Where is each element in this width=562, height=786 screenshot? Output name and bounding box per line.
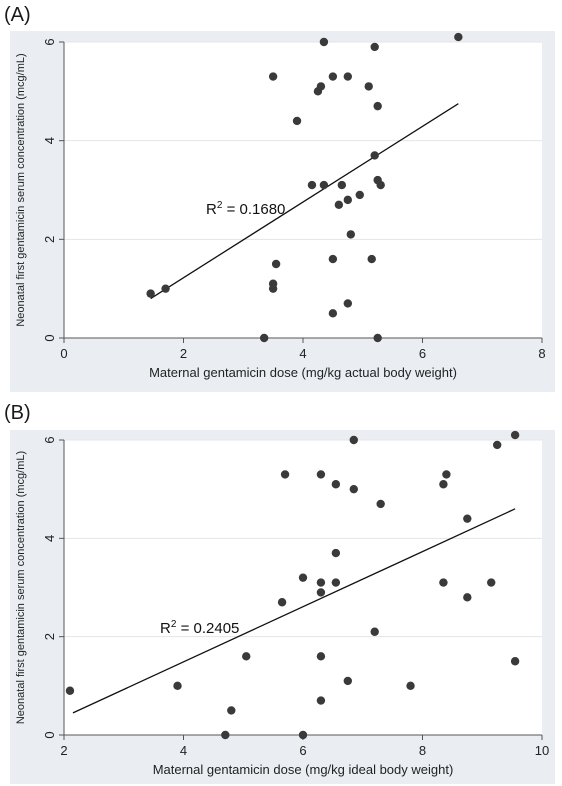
data-point <box>373 333 382 343</box>
data-point <box>370 151 379 160</box>
data-point <box>328 72 338 81</box>
data-point <box>65 686 75 695</box>
data-point <box>268 279 278 288</box>
data-point <box>280 470 290 479</box>
fit-line <box>150 103 459 300</box>
y-tick-label: 4 <box>42 137 57 144</box>
data-point <box>221 730 230 740</box>
y-tick-label: 6 <box>42 436 57 443</box>
x-tick-label: 8 <box>538 346 545 361</box>
panel-b-label: (B) <box>4 402 31 424</box>
data-point <box>373 101 382 111</box>
data-point <box>331 578 341 587</box>
data-point <box>370 627 379 636</box>
data-point <box>463 514 472 523</box>
data-point <box>298 730 308 740</box>
data-point <box>510 657 520 666</box>
data-point <box>242 652 251 661</box>
data-point <box>376 180 385 190</box>
plot-area <box>64 440 542 735</box>
panel-a: 0 2 4 6 8 0 2 4 6 Maternal gentamicin dose (mg/kg… <box>10 31 555 392</box>
data-point <box>487 578 496 587</box>
y-tick-label: 4 <box>42 535 57 542</box>
y-axis-title: Neonatal first gentamicin serum concentr… <box>15 53 27 326</box>
y-tick-label: 2 <box>42 236 57 243</box>
x-tick-label: 2 <box>180 346 187 361</box>
data-point <box>337 180 347 190</box>
data-point <box>307 180 317 190</box>
x-tick-label: 4 <box>299 346 306 361</box>
data-point <box>439 578 448 587</box>
x-tick-label: 4 <box>180 743 187 758</box>
y-tick-label: 6 <box>42 38 57 45</box>
data-point <box>316 470 326 479</box>
y-tick-label: 0 <box>42 731 57 738</box>
data-point <box>173 681 182 691</box>
data-point <box>316 578 326 587</box>
data-point <box>328 254 338 264</box>
data-point <box>316 82 326 91</box>
data-point <box>367 254 376 264</box>
data-point <box>406 681 415 691</box>
data-point <box>442 470 451 479</box>
x-tick-label: 10 <box>535 743 549 758</box>
data-point <box>316 696 326 705</box>
data-point <box>349 484 358 494</box>
data-point <box>343 676 353 686</box>
data-point <box>343 299 353 308</box>
data-point <box>346 230 355 239</box>
data-point <box>316 588 326 597</box>
data-point <box>355 190 364 200</box>
x-tick-label: 2 <box>60 743 67 758</box>
data-point <box>343 195 353 205</box>
fit-line <box>72 508 516 714</box>
data-point <box>271 259 281 269</box>
data-point <box>277 598 287 607</box>
x-tick-label: 8 <box>419 743 426 758</box>
data-point <box>331 480 341 489</box>
data-point <box>259 333 269 343</box>
x-axis-title: Maternal gentamicin dose (mg/kg ideal bo… <box>153 762 454 777</box>
data-point <box>298 573 308 582</box>
data-point <box>492 440 502 450</box>
panel-a-label: (A) <box>4 4 31 26</box>
data-point <box>334 200 344 209</box>
data-point <box>376 499 385 509</box>
data-point <box>463 593 472 602</box>
r-squared-annotation: R2 = 0.1680 <box>206 200 285 218</box>
data-point <box>370 42 379 52</box>
x-tick-label: 0 <box>60 346 67 361</box>
data-point <box>316 652 326 661</box>
plot-area <box>64 42 542 338</box>
data-point <box>146 289 155 298</box>
data-point <box>454 32 463 42</box>
data-point <box>227 706 236 715</box>
data-point <box>349 435 358 445</box>
data-point <box>510 430 520 440</box>
data-point <box>328 309 338 318</box>
data-point <box>161 284 170 293</box>
r-squared-annotation: R2 = 0.2405 <box>160 619 239 637</box>
y-tick-label: 0 <box>42 334 57 341</box>
y-tick-label: 2 <box>42 633 57 640</box>
data-point <box>268 72 278 81</box>
x-axis-title: Maternal gentamicin dose (mg/kg actual b… <box>149 365 457 380</box>
x-tick-label: 6 <box>299 743 306 758</box>
data-point <box>364 82 373 91</box>
data-point <box>292 116 302 126</box>
data-point <box>343 72 353 81</box>
y-axis-title: Neonatal first gentamicin serum concentr… <box>15 451 27 724</box>
data-point <box>439 480 448 489</box>
data-point <box>319 180 329 190</box>
data-point <box>331 548 341 558</box>
data-point <box>319 37 329 47</box>
x-tick-label: 6 <box>419 346 426 361</box>
